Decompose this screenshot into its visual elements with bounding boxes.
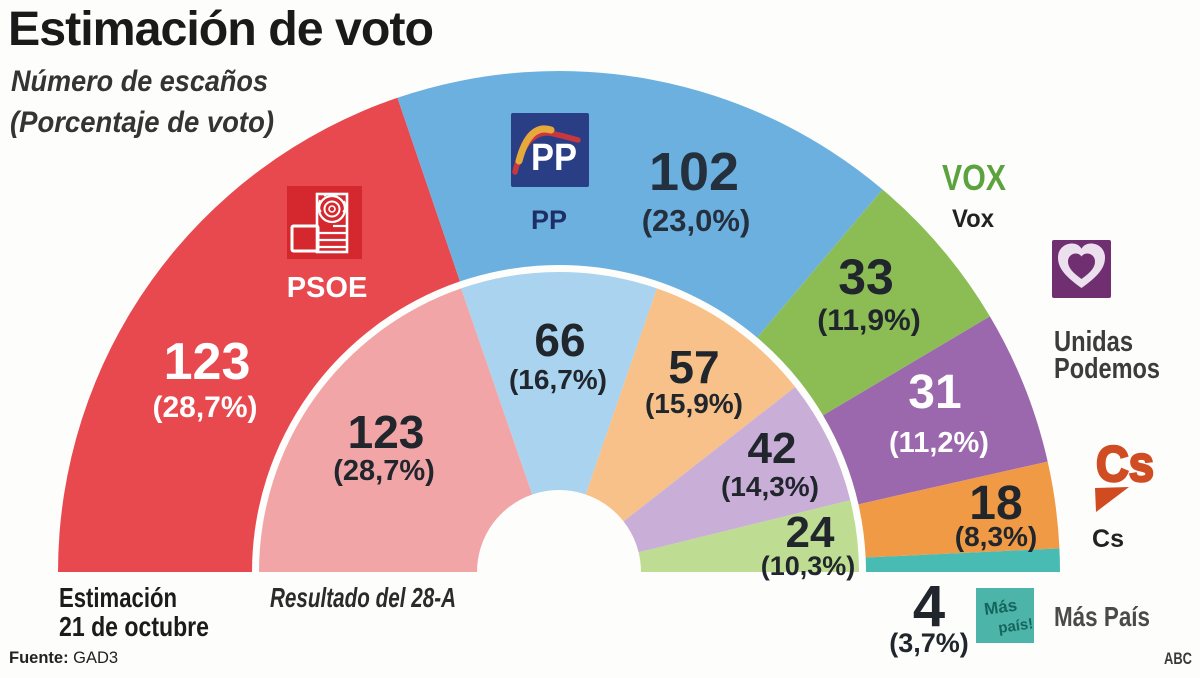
svg-text:ABC: ABC: [1164, 649, 1192, 668]
svg-text:PP: PP: [531, 137, 577, 179]
svg-text:18: 18: [969, 477, 1022, 530]
svg-text:PP: PP: [531, 205, 567, 235]
svg-text:4: 4: [913, 574, 945, 639]
svg-text:123: 123: [164, 333, 251, 391]
svg-text:21 de octubre: 21 de octubre: [59, 611, 209, 642]
svg-text:Fuente: GAD3: Fuente: GAD3: [9, 649, 118, 667]
svg-text:Unidas: Unidas: [1054, 326, 1133, 358]
svg-text:(11,2%): (11,2%): [889, 427, 989, 459]
svg-text:Más País: Más País: [1054, 601, 1150, 632]
svg-text:57: 57: [668, 341, 719, 393]
svg-text:(Porcentaje de voto): (Porcentaje de voto): [10, 106, 274, 139]
svg-text:país!: país!: [997, 615, 1034, 637]
svg-text:(8,3%): (8,3%): [955, 521, 1037, 552]
svg-text:(11,9%): (11,9%): [817, 304, 920, 337]
svg-text:66: 66: [534, 314, 585, 366]
svg-text:Más: Más: [983, 596, 1018, 619]
svg-text:(28,7%): (28,7%): [152, 391, 257, 424]
svg-text:Resultado del 28-A: Resultado del 28-A: [270, 582, 456, 613]
svg-text:Cs: Cs: [1092, 525, 1124, 553]
svg-text:Vox: Vox: [952, 205, 994, 233]
svg-text:42: 42: [748, 424, 797, 473]
svg-text:(14,3%): (14,3%): [721, 471, 819, 502]
svg-text:Podemos: Podemos: [1054, 353, 1160, 385]
svg-text:(15,9%): (15,9%): [645, 388, 743, 419]
svg-text:(23,0%): (23,0%): [642, 203, 751, 238]
svg-text:(16,7%): (16,7%): [509, 364, 607, 395]
svg-text:Estimación: Estimación: [59, 582, 177, 613]
svg-text:(3,7%): (3,7%): [889, 628, 969, 658]
svg-text:VOX: VOX: [942, 157, 1006, 198]
svg-text:(28,7%): (28,7%): [333, 455, 435, 487]
svg-text:24: 24: [786, 508, 835, 557]
svg-text:33: 33: [838, 249, 894, 305]
svg-text:(10,3%): (10,3%): [761, 551, 856, 581]
svg-text:Cs: Cs: [1096, 436, 1154, 492]
svg-text:123: 123: [348, 406, 425, 458]
svg-text:PSOE: PSOE: [287, 272, 368, 304]
svg-text:Número de escaños: Número de escaños: [11, 65, 268, 98]
svg-text:31: 31: [908, 366, 961, 419]
svg-text:102: 102: [649, 142, 739, 202]
svg-text:Estimación de voto: Estimación de voto: [8, 3, 433, 56]
